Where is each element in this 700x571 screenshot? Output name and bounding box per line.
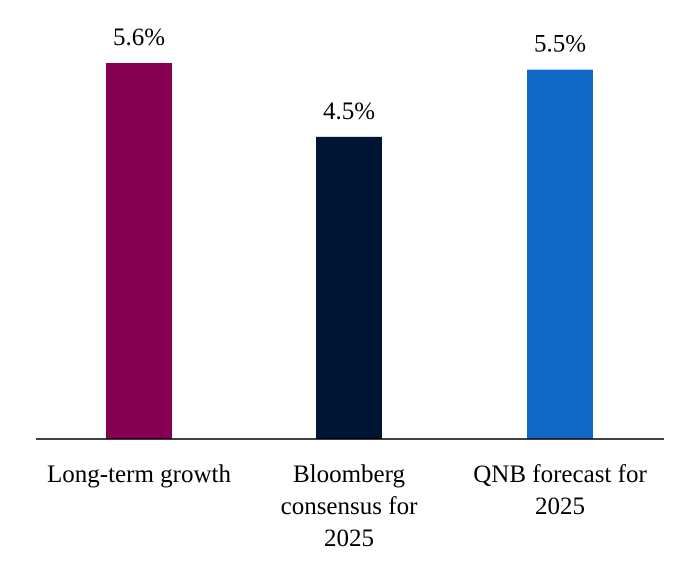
category-label-line: 2025	[324, 525, 374, 552]
value-label-3: 5.5%	[534, 31, 586, 58]
bars-group	[106, 63, 593, 439]
category-label-2: Bloomberg consensus for 2025	[281, 461, 418, 552]
value-label-1: 5.6%	[113, 24, 165, 51]
value-label-2: 4.5%	[323, 98, 375, 125]
category-label-line: consensus for	[281, 493, 418, 520]
category-label-line: Long-term growth	[47, 461, 231, 488]
category-label-line: 2025	[535, 493, 585, 520]
bar-2	[316, 136, 382, 439]
bar-1	[106, 63, 172, 439]
bar-3	[527, 69, 593, 439]
category-label-3: QNB forecast for 2025	[473, 461, 647, 520]
category-label-line: QNB forecast for	[473, 461, 647, 488]
value-labels-group: 5.6% 4.5% 5.5%	[113, 24, 586, 125]
category-labels-group: Long-term growth Bloomberg consensus for 20…	[47, 461, 647, 552]
category-label-1: Long-term growth	[47, 461, 231, 488]
category-label-line: Bloomberg	[293, 461, 406, 488]
